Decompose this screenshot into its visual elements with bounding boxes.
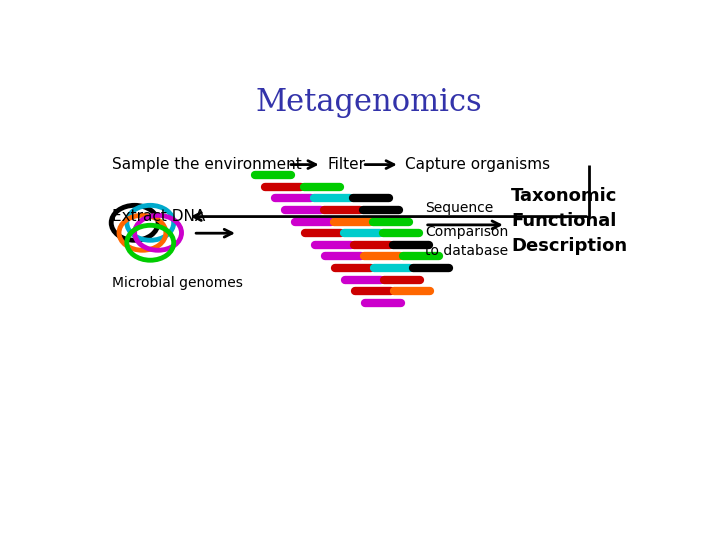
- Text: Microbial genomes: Microbial genomes: [112, 276, 243, 290]
- Text: Capture organisms: Capture organisms: [405, 157, 550, 172]
- Text: Metagenomics: Metagenomics: [256, 87, 482, 118]
- Text: Extract DNA: Extract DNA: [112, 209, 206, 224]
- Text: Filter: Filter: [327, 157, 365, 172]
- Text: Taxonomic
Functional
Description: Taxonomic Functional Description: [511, 187, 627, 255]
- Text: Sample the environment: Sample the environment: [112, 157, 302, 172]
- Text: Sequence: Sequence: [425, 201, 493, 215]
- Text: Comparison
to database: Comparison to database: [425, 225, 508, 258]
